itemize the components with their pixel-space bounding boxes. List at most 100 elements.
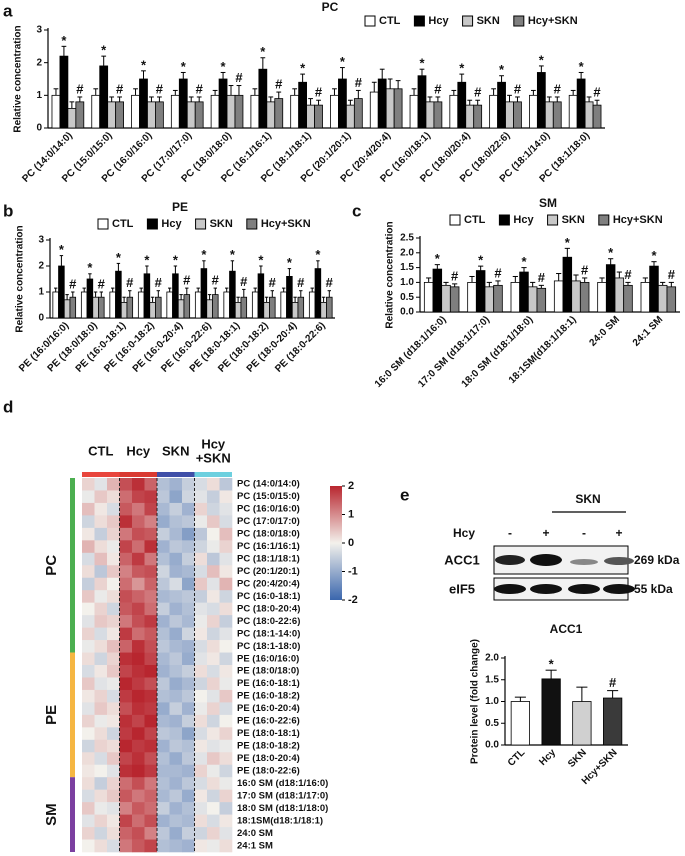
- bar: [473, 104, 483, 129]
- bar: [441, 284, 451, 313]
- heatmap-cell: [94, 839, 108, 853]
- heatmap-cell: [182, 714, 195, 728]
- heatmap-cell: [194, 665, 208, 678]
- bar: [579, 281, 590, 313]
- row-label: PE (16:0-18:2): [237, 691, 300, 702]
- heatmap-cell: [169, 590, 183, 603]
- heatmap-cell: [107, 552, 120, 566]
- heatmap-cell: [194, 577, 208, 591]
- heatmap-cell: [194, 627, 208, 641]
- heatmap-cell: [207, 627, 220, 641]
- heatmap-cell: [169, 677, 183, 691]
- heatmap-cell: [194, 752, 208, 766]
- heatmap-cell: [107, 615, 120, 628]
- x-tick-label: PE (18:0-18:1): [188, 320, 243, 375]
- significance-mark: *: [144, 252, 150, 267]
- heatmap-cell: [194, 714, 208, 728]
- heatmap-cell: [182, 577, 195, 591]
- significance-mark: *: [173, 252, 179, 267]
- bar: [571, 280, 581, 313]
- heatmap-cell: [82, 702, 95, 716]
- heatmap-cell: [144, 702, 158, 716]
- band: [568, 584, 600, 594]
- bar: [257, 273, 265, 319]
- y-tick-label: 2.0: [485, 653, 499, 664]
- legend-swatch: [513, 15, 525, 27]
- colorbar-tick-label: 2: [348, 480, 354, 492]
- bar: [234, 301, 242, 319]
- column-group-bar: [119, 472, 157, 477]
- heatmap-cell: [157, 502, 170, 516]
- heatmap-cell: [169, 615, 183, 628]
- heatmap-cell: [132, 627, 145, 641]
- significance-mark: #: [240, 274, 248, 289]
- column-group-bar: [157, 472, 195, 477]
- heatmap-cell: [94, 714, 108, 728]
- heatmap-cell: [107, 827, 120, 840]
- heatmap-cell: [194, 677, 208, 691]
- heatmap-cell: [219, 540, 233, 554]
- heatmap-cell: [82, 727, 95, 741]
- heatmap-cell: [107, 764, 120, 778]
- significance-mark: *: [101, 43, 107, 58]
- bar: [425, 101, 435, 129]
- heatmap-cell: [144, 540, 158, 554]
- significance-mark: #: [275, 77, 283, 92]
- bar: [263, 301, 270, 319]
- blot-sign: -: [582, 526, 586, 540]
- significance-mark: *: [61, 33, 67, 48]
- heatmap-cell: [169, 565, 183, 579]
- x-tick-label: SKN: [566, 747, 589, 770]
- heatmap-cell: [82, 652, 95, 666]
- bar: [297, 296, 305, 319]
- x-tick-label: 17:0 SM (d18:1/17:0): [416, 314, 492, 390]
- heatmap-cell: [144, 502, 158, 516]
- bar: [131, 94, 140, 129]
- heatmap-cell: [107, 478, 120, 491]
- bar: [86, 278, 94, 319]
- bar: [536, 287, 547, 313]
- bar: [240, 296, 248, 319]
- bar: [166, 291, 173, 319]
- colorbar: [330, 486, 342, 600]
- heatmap-cell: [132, 752, 145, 766]
- bar: [505, 101, 514, 129]
- band: [494, 584, 526, 594]
- heatmap-cell: [107, 677, 120, 691]
- significance-mark: *: [579, 59, 585, 74]
- heatmap-cell: [94, 727, 108, 741]
- heatmap-cell: [82, 814, 95, 828]
- heatmap-cell: [132, 527, 145, 541]
- legend-label: Hcy: [161, 218, 182, 230]
- heatmap-cell: [182, 602, 195, 616]
- heatmap-cell: [82, 490, 95, 504]
- y-tick-label: 1: [36, 90, 42, 101]
- significance-mark: *: [287, 255, 293, 270]
- significance-mark: #: [609, 675, 617, 690]
- heatmap-cell: [94, 627, 108, 641]
- heatmap-cell: [82, 777, 95, 790]
- heatmap-cell: [182, 677, 195, 691]
- heatmap-cell: [169, 478, 183, 491]
- y-axis-label: Relative concentration: [15, 225, 26, 332]
- bar: [251, 291, 259, 319]
- heatmap-cell: [94, 777, 108, 790]
- heatmap-cell: [194, 652, 208, 666]
- heatmap-cell: [82, 839, 95, 853]
- heatmap-cell: [219, 490, 233, 504]
- significance-mark: *: [459, 61, 465, 76]
- row-label: 24:1 SM: [237, 840, 273, 851]
- y-tick-label: 1.5: [485, 674, 499, 685]
- heatmap-cell: [119, 752, 133, 766]
- heatmap-cell: [169, 714, 183, 728]
- y-tick-label: 2: [38, 261, 44, 272]
- heatmap-cell: [207, 752, 220, 766]
- heatmap-cell: [132, 677, 145, 691]
- bar: [657, 284, 668, 313]
- colorbar-tick-label: -1: [348, 565, 358, 577]
- heatmap-cell: [94, 677, 108, 691]
- significance-mark: #: [196, 81, 204, 96]
- significance-mark: #: [126, 275, 134, 290]
- row-label: PC (16:1/16:1): [237, 541, 300, 552]
